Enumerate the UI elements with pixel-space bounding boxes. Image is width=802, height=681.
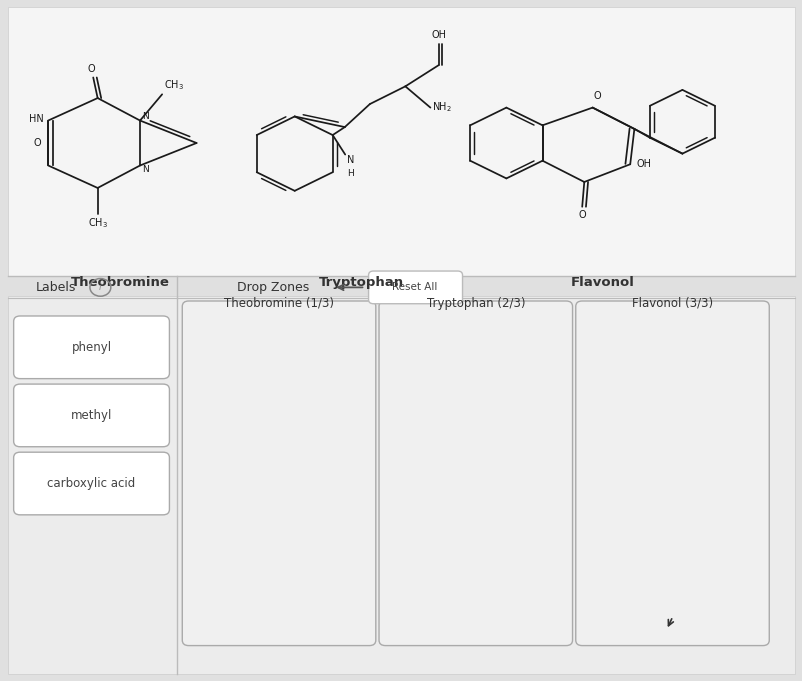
Text: methyl: methyl: [71, 409, 112, 422]
FancyBboxPatch shape: [575, 301, 768, 646]
FancyBboxPatch shape: [8, 7, 794, 276]
Text: N: N: [142, 112, 149, 121]
Text: O: O: [34, 138, 42, 148]
FancyBboxPatch shape: [14, 384, 169, 447]
Text: Theobromine (1/3): Theobromine (1/3): [224, 296, 334, 310]
Text: Reset All: Reset All: [392, 283, 437, 292]
FancyBboxPatch shape: [379, 301, 572, 646]
Text: O: O: [577, 210, 585, 220]
Text: OH: OH: [636, 159, 650, 170]
FancyBboxPatch shape: [8, 296, 794, 674]
Text: HN: HN: [29, 114, 43, 124]
Text: Theobromine: Theobromine: [71, 276, 170, 289]
Text: Labels: Labels: [36, 281, 76, 294]
Text: NH$_2$: NH$_2$: [432, 101, 452, 114]
Text: carboxylic acid: carboxylic acid: [47, 477, 136, 490]
Text: O: O: [592, 91, 600, 101]
Text: CH$_3$: CH$_3$: [87, 216, 107, 230]
Text: H: H: [346, 169, 354, 178]
Text: Flavonol (3/3): Flavonol (3/3): [631, 296, 712, 310]
Text: i: i: [99, 283, 102, 292]
FancyBboxPatch shape: [182, 301, 375, 646]
Text: N: N: [346, 155, 354, 165]
Text: CH$_3$: CH$_3$: [164, 78, 184, 93]
Text: Flavonol: Flavonol: [569, 276, 634, 289]
Text: Drop Zones: Drop Zones: [237, 281, 309, 294]
Text: N: N: [142, 165, 149, 174]
FancyBboxPatch shape: [14, 316, 169, 379]
FancyBboxPatch shape: [368, 271, 462, 304]
Text: phenyl: phenyl: [71, 340, 111, 354]
Text: Tryptophan (2/3): Tryptophan (2/3): [426, 296, 525, 310]
Text: O: O: [87, 64, 95, 74]
FancyBboxPatch shape: [14, 452, 169, 515]
Text: Tryptophan: Tryptophan: [318, 276, 403, 289]
Text: OH: OH: [431, 31, 446, 40]
